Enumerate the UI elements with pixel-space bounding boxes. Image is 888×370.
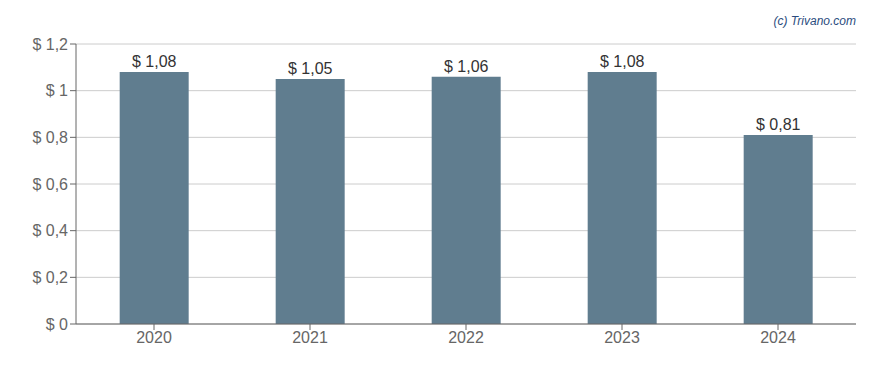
svg-text:$ 0: $ 0 (46, 316, 68, 333)
svg-text:$ 0,81: $ 0,81 (756, 116, 801, 133)
svg-text:2022: 2022 (448, 329, 484, 346)
svg-text:2020: 2020 (136, 329, 172, 346)
svg-text:$ 1: $ 1 (46, 82, 68, 99)
svg-text:$ 0,8: $ 0,8 (32, 129, 68, 146)
svg-text:$ 1,08: $ 1,08 (600, 53, 645, 70)
svg-text:$ 0,2: $ 0,2 (32, 269, 68, 286)
svg-text:2023: 2023 (604, 329, 640, 346)
svg-text:$ 1,06: $ 1,06 (444, 58, 489, 75)
svg-text:$ 1,08: $ 1,08 (132, 53, 177, 70)
svg-text:$ 0,6: $ 0,6 (32, 176, 68, 193)
svg-text:2024: 2024 (760, 329, 796, 346)
svg-text:$ 1,2: $ 1,2 (32, 36, 68, 53)
svg-text:$ 0,4: $ 0,4 (32, 222, 68, 239)
svg-text:$ 1,05: $ 1,05 (288, 60, 333, 77)
html-text:(c) Trivano.com: (c) Trivano.com (773, 14, 856, 28)
svg-text:2021: 2021 (292, 329, 328, 346)
